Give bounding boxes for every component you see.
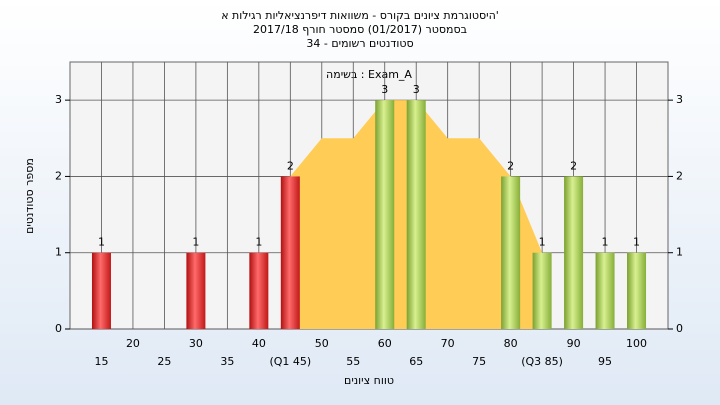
value-label: 1 — [602, 236, 609, 249]
y2-tick-label: 0 — [676, 322, 683, 335]
y-tick-label: 1 — [55, 246, 62, 259]
x-tick-label: 80 — [504, 337, 518, 350]
x-axis-label: טווח ציונים — [344, 374, 394, 387]
bar — [186, 252, 206, 329]
y2-tick-label: 2 — [676, 169, 683, 182]
bar — [564, 176, 584, 329]
y-tick-label: 0 — [55, 322, 62, 335]
x-tick-label: 90 — [567, 337, 581, 350]
bar — [406, 100, 426, 330]
x-tick-label: 95 — [598, 355, 612, 368]
x-tick-label: 25 — [157, 355, 171, 368]
x-tick-label: 20 — [126, 337, 140, 350]
value-label: 1 — [192, 236, 199, 249]
bar — [627, 252, 647, 329]
value-label: 2 — [287, 159, 294, 172]
value-label: 1 — [255, 236, 262, 249]
y-axis-label: מספר סטודנטים — [23, 158, 36, 234]
value-label: 3 — [413, 83, 420, 96]
bar — [249, 252, 269, 329]
bar — [595, 252, 615, 329]
x-tick-label: 75 — [472, 355, 486, 368]
bar — [91, 252, 111, 329]
value-label: 1 — [539, 236, 546, 249]
x-tick-label: 15 — [94, 355, 108, 368]
y2-tick-label: 1 — [676, 246, 683, 259]
value-label: 1 — [633, 236, 640, 249]
value-label: 2 — [507, 159, 514, 172]
x-tick-label: 30 — [189, 337, 203, 350]
bar — [375, 100, 395, 330]
y-tick-label: 2 — [55, 169, 62, 182]
x-tick-label: 55 — [346, 355, 360, 368]
x-tick-label: 50 — [315, 337, 329, 350]
value-label: 3 — [381, 83, 388, 96]
bar — [280, 176, 300, 329]
x-tick-label: (Q1 45) — [269, 355, 311, 368]
x-tick-label: 35 — [220, 355, 234, 368]
value-label: 2 — [570, 159, 577, 172]
x-tick-label: 65 — [409, 355, 423, 368]
x-tick-label: 70 — [441, 337, 455, 350]
value-label: 1 — [98, 236, 105, 249]
x-tick-label: 40 — [252, 337, 266, 350]
annotation: בשימה : Exam_A — [326, 68, 412, 81]
x-tick-label: 60 — [378, 337, 392, 350]
bar — [532, 252, 552, 329]
x-tick-label: (Q3 85) — [521, 355, 563, 368]
title-line: סטודנטים רשומים - 34 — [306, 37, 413, 50]
y2-tick-label: 3 — [676, 93, 683, 106]
title-line: היסטוגרמת ציונים בקורס - משוואות דיפרנצי… — [221, 9, 499, 22]
bar — [501, 176, 521, 329]
x-tick-label: 100 — [626, 337, 647, 350]
y-tick-label: 3 — [55, 93, 62, 106]
title-line: בסמסטר (01/2017) סמסטר חורף 2017/18 — [253, 23, 467, 36]
